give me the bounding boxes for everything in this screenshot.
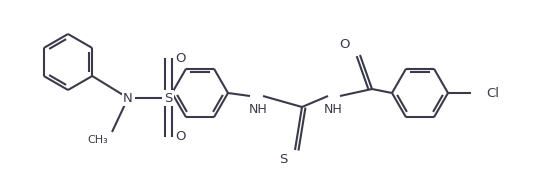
Text: O: O xyxy=(340,38,350,51)
Text: CH₃: CH₃ xyxy=(87,135,108,145)
Text: Cl: Cl xyxy=(486,87,499,100)
Text: NH: NH xyxy=(248,103,268,116)
Text: O: O xyxy=(175,51,185,65)
Text: S: S xyxy=(164,92,172,105)
Text: NH: NH xyxy=(324,103,342,116)
Text: O: O xyxy=(175,130,185,144)
Text: N: N xyxy=(123,92,133,105)
Text: S: S xyxy=(279,153,287,166)
